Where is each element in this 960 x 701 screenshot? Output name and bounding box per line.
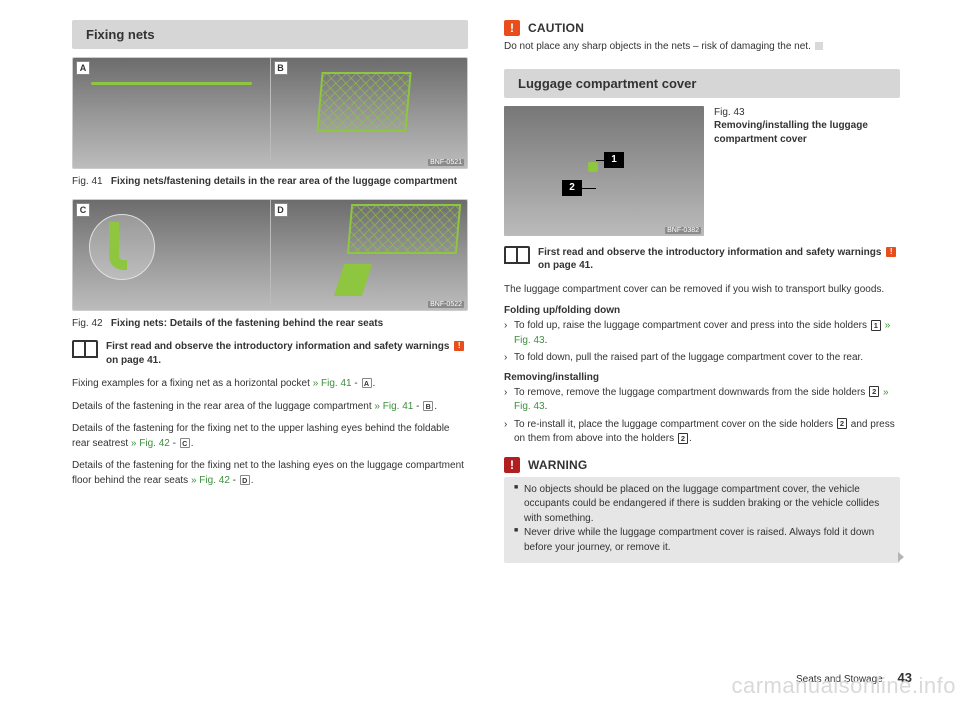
- hook-detail: [95, 212, 151, 292]
- ref-b: B: [423, 401, 433, 411]
- para-2-a: Details of the fastening in the rear are…: [72, 401, 374, 412]
- rem1-a: To remove, remove the luggage compartmen…: [514, 387, 868, 398]
- figure-41-title: Fixing nets/fastening details in the rea…: [111, 176, 457, 187]
- intro-part2: on page 41.: [106, 355, 161, 366]
- fold1-a: To fold up, raise the luggage compartmen…: [514, 320, 870, 331]
- figure-42-panel-c: C: [73, 200, 270, 310]
- caution-text: Do not place any sharp objects in the ne…: [504, 41, 811, 52]
- caution-header: ! CAUTION: [504, 20, 900, 36]
- intro-text: First read and observe the introductory …: [538, 246, 900, 273]
- folding-subhead: Folding up/folding down: [504, 305, 900, 316]
- exclaim-badge: !: [886, 247, 896, 257]
- figure-43-number: Fig. 43: [714, 106, 900, 120]
- para-3: Details of the fastening for the fixing …: [72, 422, 468, 451]
- figure-42-caption: Fig. 42 Fixing nets: Details of the fast…: [72, 317, 468, 331]
- figure-41-panel-b: B: [270, 58, 468, 168]
- rem-bullet-2: To re-install it, place the luggage comp…: [504, 418, 900, 447]
- section-header-luggage-cover: Luggage compartment cover: [504, 69, 900, 98]
- book-icon: [504, 246, 530, 264]
- intro-r2: on page 41.: [538, 260, 593, 271]
- para-1-c: -: [352, 378, 361, 389]
- rem-bullet-1: To remove, remove the luggage compartmen…: [504, 386, 900, 415]
- warn-bullet-1: No objects should be placed on the lugga…: [514, 483, 890, 527]
- ref-1: 1: [871, 320, 881, 331]
- exclaim-badge: !: [454, 341, 464, 351]
- figure-41-code: BNF-0521: [428, 159, 464, 166]
- para-1: Fixing examples for a fixing net as a ho…: [72, 377, 468, 392]
- end-marker: [815, 42, 823, 50]
- figure-43-code: BNF-0382: [665, 227, 701, 234]
- para-4-a: Details of the fastening for the fixing …: [72, 460, 464, 486]
- intro-text: First read and observe the introductory …: [106, 340, 468, 367]
- callout-1: 1: [604, 152, 624, 168]
- pointer-line: [596, 160, 606, 162]
- net-mesh: [346, 204, 460, 254]
- left-column: Fixing nets A B BNF-0521 Fig. 41 Fixing …: [72, 20, 468, 563]
- ref-a: A: [362, 378, 372, 388]
- figure-41-panel-a: A: [73, 58, 270, 168]
- intro-note-right: First read and observe the introductory …: [504, 246, 900, 273]
- caution-body: Do not place any sharp objects in the ne…: [504, 40, 900, 55]
- net-accent: [91, 82, 252, 85]
- figure-43-caption: Fig. 43 Removing/installing the luggage …: [714, 106, 900, 147]
- fig-link: » Fig. 42: [191, 475, 230, 486]
- ref-d: D: [240, 475, 250, 485]
- bracket-detail: [333, 264, 371, 296]
- para-4: Details of the fastening for the fixing …: [72, 459, 468, 488]
- figure-42-label-c: C: [76, 203, 90, 217]
- figure-43: 1 2 BNF-0382: [504, 106, 704, 236]
- figure-42-title: Fixing nets: Details of the fastening be…: [111, 318, 383, 329]
- callout-2: 2: [562, 180, 582, 196]
- intro-part1: First read and observe the introductory …: [106, 341, 452, 352]
- para-1-a: Fixing examples for a fixing net as a ho…: [72, 378, 313, 389]
- rem2-a: To re-install it, place the luggage comp…: [514, 419, 836, 430]
- fig-link: » Fig. 42: [131, 438, 170, 449]
- warning-box: No objects should be placed on the lugga…: [504, 477, 900, 564]
- removing-subhead: Removing/installing: [504, 372, 900, 383]
- warn-bullet-2: Never drive while the luggage compartmen…: [514, 526, 890, 555]
- warning-title: WARNING: [528, 458, 587, 472]
- intro-note-left: First read and observe the introductory …: [72, 340, 468, 367]
- continue-arrow-icon: [898, 552, 904, 562]
- intro-r1: First read and observe the introductory …: [538, 247, 884, 258]
- section-header-fixing-nets: Fixing nets: [72, 20, 468, 49]
- para-3-a: Details of the fastening for the fixing …: [72, 423, 449, 449]
- figure-42: C D BNF-0522: [72, 199, 468, 311]
- book-icon: [72, 340, 98, 358]
- ref-c: C: [180, 438, 190, 448]
- page: Fixing nets A B BNF-0521 Fig. 41 Fixing …: [0, 0, 960, 563]
- ref-2: 2: [678, 433, 688, 444]
- figure-42-number: Fig. 42: [72, 318, 103, 329]
- marker-green: [588, 162, 598, 172]
- right-column: ! CAUTION Do not place any sharp objects…: [504, 20, 900, 563]
- ref-2: 2: [869, 386, 879, 397]
- warning-header: ! WARNING: [504, 457, 900, 473]
- para-2: Details of the fastening in the rear are…: [72, 400, 468, 415]
- fold-bullet-2: To fold down, pull the raised part of th…: [504, 351, 900, 366]
- figure-41-label-b: B: [274, 61, 288, 75]
- caution-title: CAUTION: [528, 21, 584, 35]
- caution-icon: !: [504, 20, 520, 36]
- watermark: carmanualsonline.info: [731, 673, 956, 699]
- warning-icon: !: [504, 457, 520, 473]
- pointer-line: [582, 188, 596, 190]
- fig-link: » Fig. 41: [313, 378, 352, 389]
- net-mesh: [316, 72, 411, 132]
- figure-41-caption: Fig. 41 Fixing nets/fastening details in…: [72, 175, 468, 189]
- figure-41-number: Fig. 41: [72, 176, 103, 187]
- fold-bullet-1: To fold up, raise the luggage compartmen…: [504, 319, 900, 348]
- figure-42-label-d: D: [274, 203, 288, 217]
- figure-42-panel-d: D: [270, 200, 468, 310]
- figure-43-row: 1 2 BNF-0382 Fig. 43 Removing/installing…: [504, 106, 900, 236]
- figure-43-title: Removing/installing the luggage compartm…: [714, 119, 900, 146]
- fig-link: » Fig. 41: [374, 401, 413, 412]
- figure-41: A B BNF-0521: [72, 57, 468, 169]
- para-r1: The luggage compartment cover can be rem…: [504, 283, 900, 298]
- figure-42-code: BNF-0522: [428, 301, 464, 308]
- ref-2: 2: [837, 418, 847, 429]
- figure-41-label-a: A: [76, 61, 90, 75]
